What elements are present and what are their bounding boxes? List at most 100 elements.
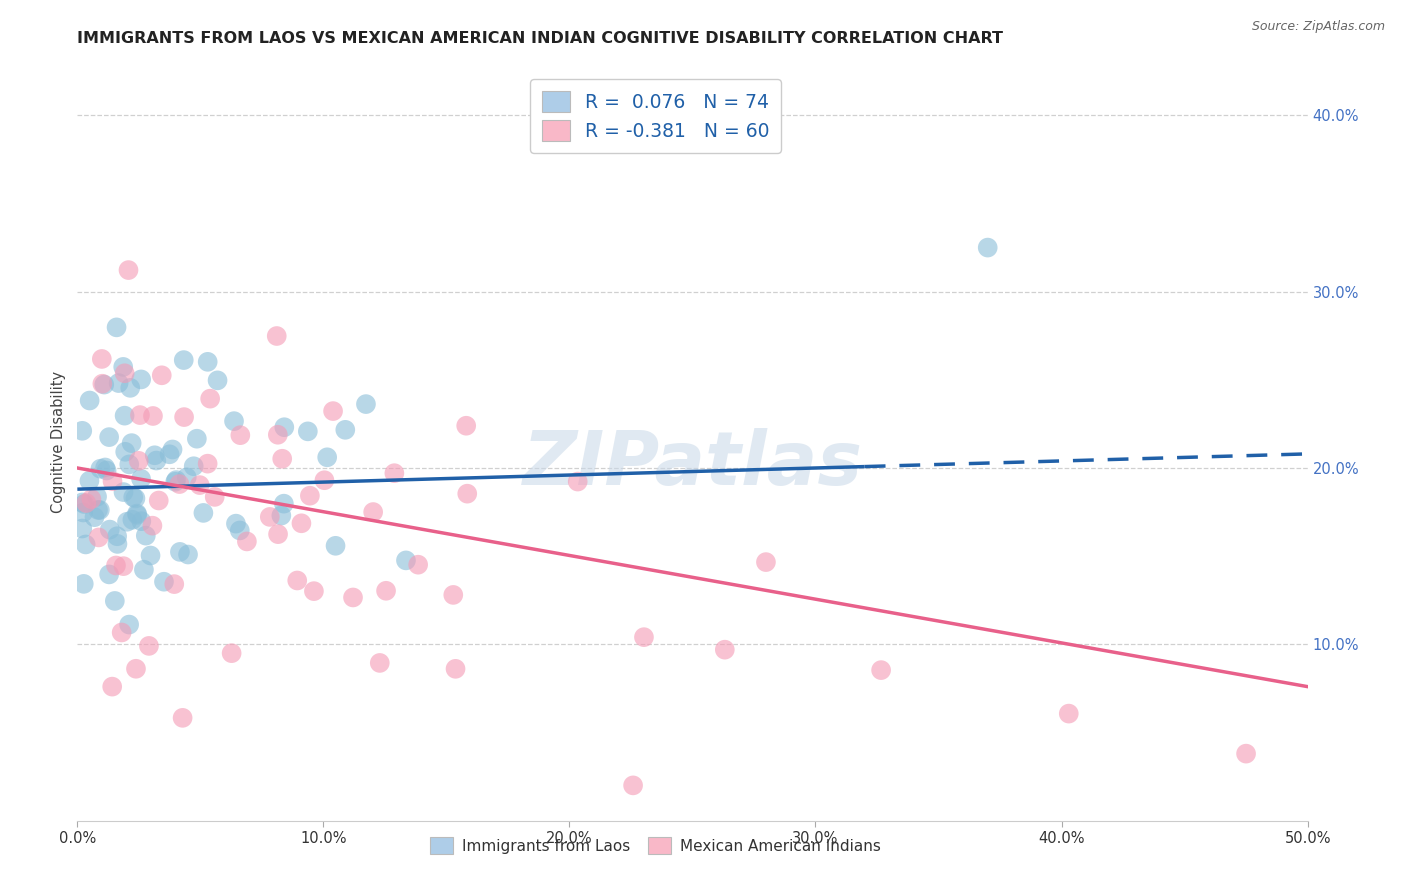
Point <box>105 320 128 334</box>
Point <box>150 368 173 383</box>
Point <box>207 373 229 387</box>
Point <box>197 355 219 369</box>
Point <box>382 466 405 480</box>
Point <box>104 594 127 608</box>
Point <box>273 497 295 511</box>
Point <box>89 503 111 517</box>
Point <box>342 591 364 605</box>
Y-axis label: Cognitive Disability: Cognitive Disability <box>51 370 66 513</box>
Point <box>79 474 101 488</box>
Point <box>273 420 295 434</box>
Point <box>89 461 111 475</box>
Point <box>173 353 195 368</box>
Point <box>83 510 105 524</box>
Point <box>335 423 357 437</box>
Point <box>444 662 467 676</box>
Point <box>229 428 252 442</box>
Point <box>621 778 644 792</box>
Point <box>125 662 148 676</box>
Point <box>567 475 589 489</box>
Point <box>117 263 139 277</box>
Point <box>131 514 153 528</box>
Point <box>145 453 167 467</box>
Point <box>129 408 152 422</box>
Point <box>129 372 152 386</box>
Point <box>87 503 110 517</box>
Point <box>121 513 143 527</box>
Point <box>105 529 128 543</box>
Point <box>395 553 418 567</box>
Point <box>122 490 145 504</box>
Point <box>70 522 93 536</box>
Point <box>86 490 108 504</box>
Point <box>98 523 121 537</box>
Point <box>354 397 377 411</box>
Point <box>72 506 94 520</box>
Point <box>285 574 308 588</box>
Point <box>177 548 200 562</box>
Point <box>183 459 205 474</box>
Point <box>73 577 96 591</box>
Point <box>259 509 281 524</box>
Point <box>112 359 135 374</box>
Point <box>98 430 121 444</box>
Point <box>172 711 194 725</box>
Point <box>633 630 655 644</box>
Point <box>977 241 1000 255</box>
Text: Source: ZipAtlas.com: Source: ZipAtlas.com <box>1251 20 1385 33</box>
Point <box>266 329 288 343</box>
Point <box>173 410 195 425</box>
Point <box>169 477 191 491</box>
Point <box>222 414 245 428</box>
Point <box>406 558 429 572</box>
Point <box>297 425 319 439</box>
Point <box>80 492 103 507</box>
Point <box>143 448 166 462</box>
Point <box>271 451 294 466</box>
Point <box>101 474 124 488</box>
Point <box>159 447 181 461</box>
Point <box>456 418 478 433</box>
Point <box>90 351 112 366</box>
Point <box>101 680 124 694</box>
Point <box>176 470 198 484</box>
Point <box>165 473 187 487</box>
Point <box>322 404 344 418</box>
Point <box>118 458 141 472</box>
Point <box>70 495 93 509</box>
Point <box>142 409 165 423</box>
Point <box>325 539 347 553</box>
Point <box>112 485 135 500</box>
Point <box>120 381 142 395</box>
Point <box>456 486 478 500</box>
Point <box>267 427 290 442</box>
Legend: Immigrants from Laos, Mexican American Indians: Immigrants from Laos, Mexican American I… <box>423 831 887 860</box>
Point <box>107 537 129 551</box>
Point <box>441 588 464 602</box>
Point <box>114 366 136 380</box>
Point <box>94 460 117 475</box>
Point <box>96 463 118 477</box>
Point <box>163 577 186 591</box>
Point <box>197 457 219 471</box>
Point <box>112 559 135 574</box>
Point <box>361 505 384 519</box>
Point <box>132 563 155 577</box>
Point <box>368 656 391 670</box>
Point <box>114 445 136 459</box>
Point <box>124 491 146 506</box>
Point <box>169 545 191 559</box>
Point <box>267 527 290 541</box>
Point <box>162 442 184 457</box>
Point <box>79 393 101 408</box>
Point <box>302 584 325 599</box>
Point <box>153 574 176 589</box>
Point <box>236 534 259 549</box>
Text: ZIPatlas: ZIPatlas <box>523 428 862 500</box>
Point <box>98 567 121 582</box>
Point <box>75 496 97 510</box>
Point <box>755 555 778 569</box>
Point <box>1234 747 1257 761</box>
Point <box>139 549 162 563</box>
Point <box>225 516 247 531</box>
